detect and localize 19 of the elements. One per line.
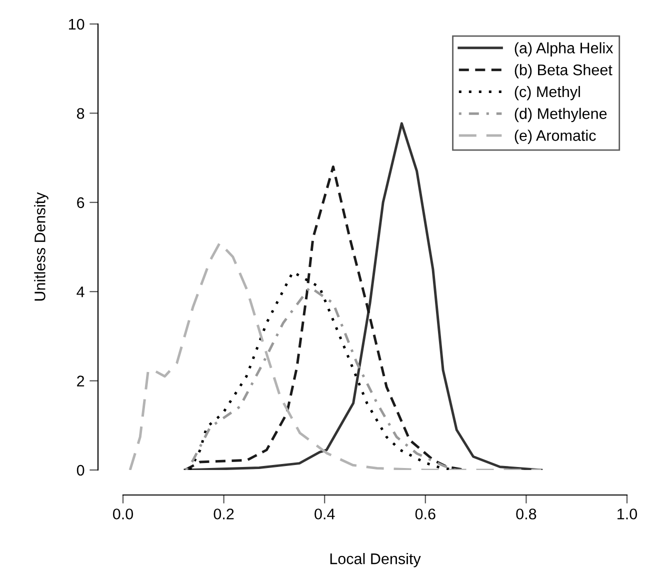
y-tick-label: 10 [68,18,84,30]
y-tick-label: 4 [76,286,84,298]
x-tick-label: 0.0 [112,508,134,520]
x-axis-title: Local Density [330,552,421,568]
x-tick-label: 0.2 [214,508,234,520]
legend-label: (a) Alpha Helix [514,42,614,56]
x-tick-label: 1.0 [618,508,638,520]
y-tick-label: 0 [76,464,84,476]
x-tick-label: 0.6 [415,508,436,520]
y-tick-label: 8 [76,108,84,119]
y-tick-label: 6 [77,197,84,208]
x-tick-label: 0.8 [516,508,536,520]
x-tick-label: 0.4 [314,508,335,520]
legend-label: (e) Aromatic [514,130,596,144]
legend-label: (d) Methylene [514,108,607,122]
y-tick-label: 2 [77,376,84,386]
legend-label: (b) Beta Sheet [514,64,612,78]
y-axis-title: Unitless Density [34,192,48,301]
legend-label: (c) Methyl [514,86,580,100]
